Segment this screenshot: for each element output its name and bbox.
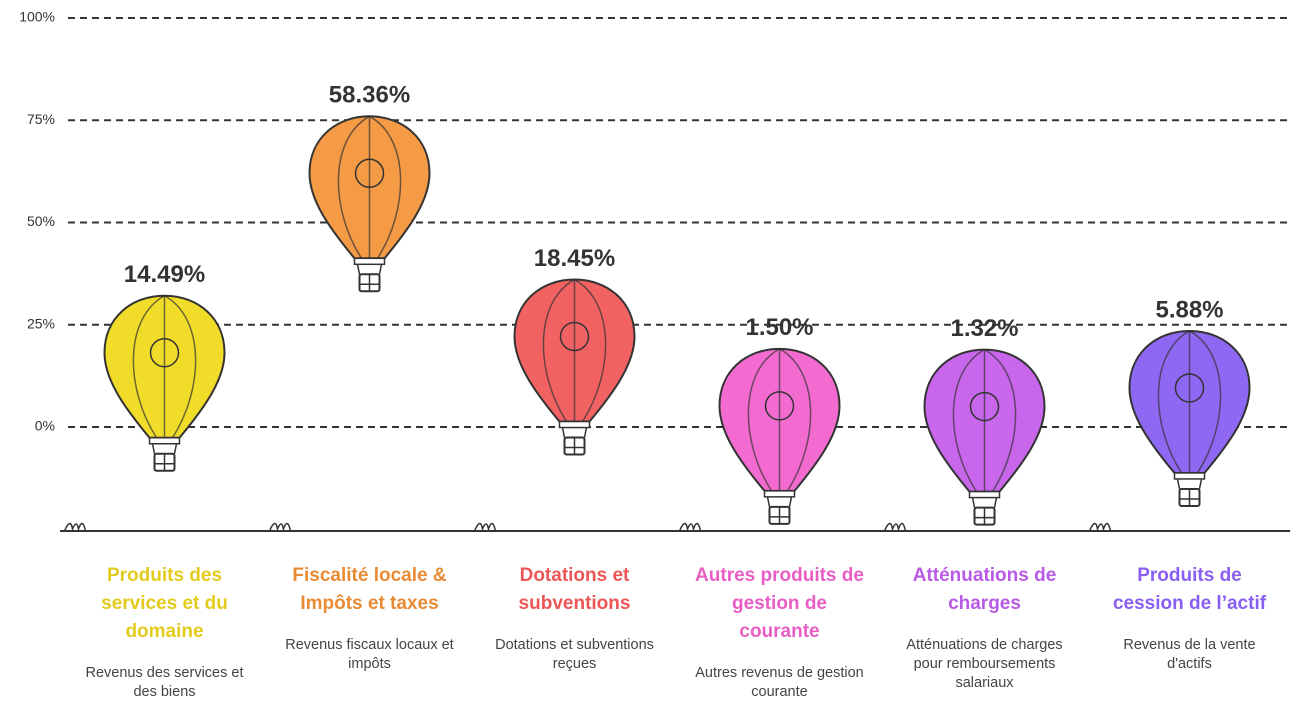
- y-tick-label: 25%: [27, 315, 55, 331]
- y-tick-label: 50%: [27, 213, 55, 229]
- category-description: Autres revenus de gestion courante: [695, 664, 865, 702]
- category-label: Dotations et subventions: [485, 562, 665, 618]
- balloon-band: [560, 422, 590, 428]
- grass: [680, 523, 701, 531]
- balloon-band: [1175, 473, 1205, 479]
- value-label: 58.36%: [329, 82, 410, 109]
- category-description: Revenus des services et des biens: [80, 664, 250, 702]
- value-label: 14.49%: [124, 261, 205, 288]
- category-description: Revenus de la vente d'actifs: [1105, 636, 1275, 674]
- balloon-band: [150, 438, 180, 444]
- category-label: Atténuations de charges: [895, 562, 1075, 618]
- y-tick-label: 100%: [19, 9, 55, 25]
- grass: [65, 523, 86, 531]
- value-label: 18.45%: [534, 245, 615, 272]
- balloon-band: [765, 491, 795, 497]
- balloon-band: [355, 258, 385, 264]
- balloon-band: [970, 492, 1000, 498]
- category-label: Autres produits de gestion de courante: [690, 562, 870, 646]
- category-description: Atténuations de charges pour rembourseme…: [900, 636, 1070, 693]
- y-tick-label: 75%: [27, 111, 55, 127]
- category-label: Produits des services et du domaine: [75, 562, 255, 646]
- category-description: Revenus fiscaux locaux et impôts: [285, 636, 455, 674]
- value-label: 1.50%: [745, 314, 813, 341]
- grass: [475, 523, 496, 531]
- grass: [885, 523, 906, 531]
- page: 0% 25% 50% 75% 100% 14.49% 58.36% 18.45% 1.50% 1.…: [0, 0, 1296, 713]
- category-label: Produits de cession de l’actif: [1100, 562, 1280, 618]
- category-description: Dotations et subventions reçues: [490, 636, 660, 674]
- value-label: 5.88%: [1155, 296, 1223, 323]
- value-label: 1.32%: [950, 315, 1018, 342]
- category-label: Fiscalité locale & Impôts et taxes: [280, 562, 460, 618]
- y-tick-label: 0%: [35, 418, 55, 434]
- grass: [270, 523, 291, 531]
- grass: [1090, 523, 1111, 531]
